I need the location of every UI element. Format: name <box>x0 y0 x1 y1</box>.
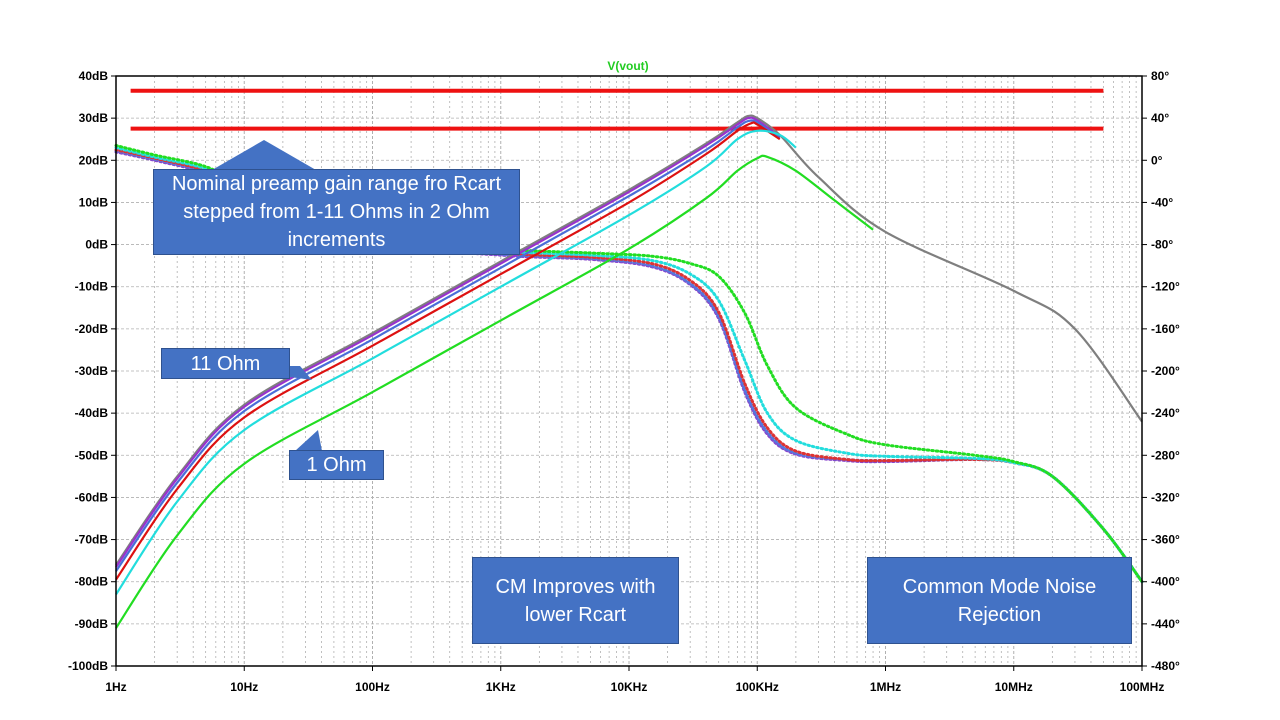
y-tick-label: -60dB <box>75 490 109 504</box>
x-tick-label: 10Hz <box>230 680 258 694</box>
x-tick-label: 1Hz <box>105 680 126 694</box>
y-tick-label: -100dB <box>68 659 108 673</box>
y2-tick-label: 40° <box>1151 111 1169 125</box>
x-tick-label: 10KHz <box>611 680 648 694</box>
magnitude-series-line <box>115 129 797 596</box>
y-tick-label: 40dB <box>79 69 109 83</box>
magnitude-series-line <box>115 114 1143 566</box>
reference-lines <box>130 88 1104 131</box>
y2-tick-label: -360° <box>1151 533 1180 547</box>
callout-cm-rejection: Common Mode Noise Rejection <box>867 557 1132 644</box>
y2-tick-label: -40° <box>1151 195 1173 209</box>
y2-tick-label: -280° <box>1151 448 1180 462</box>
x-tick-label: 10MHz <box>995 680 1033 694</box>
axis-ticks: 1Hz 10Hz 100Hz 1KHz 10KHz 100KHz 1MHz 10MHz 100M… <box>68 69 1180 694</box>
magnitude-series-line <box>115 121 781 581</box>
y2-tick-label: 0° <box>1151 153 1163 167</box>
y2-tick-label: -120° <box>1151 280 1180 294</box>
y-tick-label: -30dB <box>75 364 109 378</box>
y-tick-label: -40dB <box>75 406 109 420</box>
x-tick-label: 1KHz <box>486 680 516 694</box>
y-tick-label: -70dB <box>75 533 109 547</box>
callout-11-ohm: 11 Ohm <box>161 348 290 379</box>
callout-cm-improves: CM Improves with lower Rcart <box>472 557 679 644</box>
y2-tick-label: 80° <box>1151 69 1169 83</box>
y2-tick-label: -160° <box>1151 322 1180 336</box>
callout-pointer <box>295 430 322 451</box>
y-tick-label: -90dB <box>75 617 109 631</box>
x-tick-label: 100KHz <box>736 680 779 694</box>
y-tick-label: 30dB <box>79 111 109 125</box>
callout-gain-range: Nominal preamp gain range fro Rcart step… <box>153 169 520 255</box>
magnitude-series-line <box>115 154 874 629</box>
callout-pointer <box>212 140 316 170</box>
y2-tick-label: -400° <box>1151 575 1180 589</box>
chart-title: V(vout) <box>607 59 648 73</box>
y-tick-label: 20dB <box>79 153 109 167</box>
x-tick-label: 100Hz <box>355 680 390 694</box>
y-tick-label: 10dB <box>79 195 109 209</box>
x-tick-label: 1MHz <box>870 680 901 694</box>
y-tick-label: -50dB <box>75 448 109 462</box>
y2-tick-label: -200° <box>1151 364 1180 378</box>
y-tick-label: -10dB <box>75 280 109 294</box>
y2-tick-label: -440° <box>1151 617 1180 631</box>
y-tick-label: -20dB <box>75 322 109 336</box>
y2-tick-label: -480° <box>1151 659 1180 673</box>
y2-tick-label: -240° <box>1151 406 1180 420</box>
y2-tick-label: -80° <box>1151 238 1173 252</box>
y-tick-label: -80dB <box>75 575 109 589</box>
magnitude-series-line <box>115 116 781 568</box>
y2-tick-label: -320° <box>1151 490 1180 504</box>
magnitude-series-line <box>115 119 781 572</box>
y-tick-label: 0dB <box>85 238 108 252</box>
x-tick-label: 100MHz <box>1120 680 1165 694</box>
callout-1-ohm: 1 Ohm <box>289 450 384 480</box>
